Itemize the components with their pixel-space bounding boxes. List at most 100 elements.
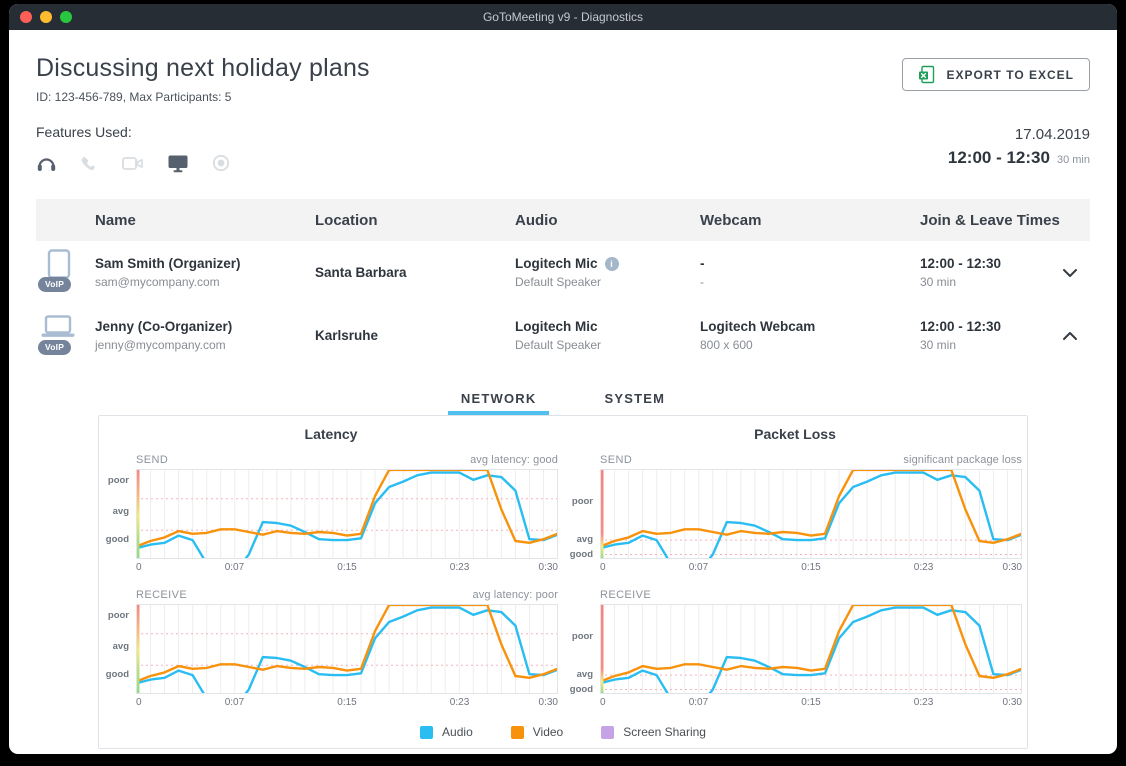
video-swatch — [510, 725, 524, 739]
packet-loss-send-chart: SEND significant package loss poor avg goo… — [563, 451, 1027, 576]
x-axis-tick-label: 0:23 — [913, 697, 934, 708]
join-duration: 30 min — [920, 275, 957, 289]
latency-receive-plot: poor avg good — [106, 604, 558, 694]
collapse-row-chevron-icon[interactable] — [1049, 331, 1090, 341]
device-cell: VoIP — [36, 248, 95, 297]
export-to-excel-button[interactable]: EXPORT TO EXCEL — [901, 58, 1090, 91]
session-date: 17.04.2019 — [1014, 126, 1090, 143]
x-axis-tick-label: 0 — [136, 562, 142, 573]
legend-item-video: Video — [510, 725, 563, 739]
session-duration: 30 min — [1056, 154, 1090, 166]
x-axis-tick-label: 0:30 — [1002, 697, 1022, 708]
x-axis-tick-label: 0:30 — [1002, 562, 1022, 573]
participant-email: sam@mycompany.com — [95, 275, 220, 289]
y-axis-label: good — [105, 669, 129, 681]
excel-file-icon — [918, 65, 936, 84]
x-axis-tick-label: 0:07 — [688, 562, 709, 573]
y-axis-label: avg — [112, 641, 129, 653]
x-axis-labels: 0 0:07 0:15 0:23 0:30 — [136, 697, 558, 711]
feature-icons — [36, 153, 230, 173]
latency-send-chart: SEND avg latency: good poor avg good 0 0:07… — [99, 451, 563, 576]
chart-direction-label: SEND — [600, 454, 633, 466]
x-axis-labels: 0 0:07 0:15 0:23 0:30 — [600, 562, 1022, 576]
x-axis-tick-label: 0:30 — [538, 562, 558, 573]
export-button-label: EXPORT TO EXCEL — [946, 67, 1074, 82]
legend-item-audio: Audio — [420, 725, 473, 739]
screen-sharing-swatch — [601, 725, 615, 739]
webcam-device: Logitech Webcam — [700, 319, 816, 334]
window-controls — [20, 11, 72, 23]
expand-row-chevron-icon[interactable] — [1049, 268, 1090, 278]
table-header-row: Name Location Audio Webcam Join & Leave … — [36, 199, 1090, 241]
audio-speaker: Default Speaker — [515, 275, 602, 289]
webcam-icon — [122, 155, 144, 172]
x-axis-tick-label: 0:23 — [913, 562, 934, 573]
packet-loss-send-plot: poor avg good — [570, 469, 1022, 560]
tab-system[interactable]: SYSTEM — [604, 391, 666, 406]
network-charts-panel: Latency SEND avg latency: good poor avg go… — [98, 415, 1028, 749]
y-axis-label: avg — [576, 669, 593, 681]
chart-annotation: significant package loss — [903, 454, 1022, 466]
diagnostics-tabs: NETWORK SYSTEM — [36, 383, 1090, 415]
join-duration: 30 min — [920, 338, 957, 352]
x-axis-tick-label: 0 — [136, 697, 142, 708]
x-axis-labels: 0 0:07 0:15 0:23 0:30 — [136, 562, 558, 576]
y-axis-label: good — [569, 548, 593, 560]
packet-loss-receive-chart: RECEIVE poor avg good 0 0:07 0:15 0:23 0:30 — [563, 586, 1027, 711]
titlebar: GoToMeeting v9 - Diagnostics — [9, 4, 1117, 30]
column-header-location: Location — [315, 211, 378, 229]
session-info: 17.04.2019 12:00 - 12:30 30 min — [948, 126, 1090, 173]
minimize-window-button[interactable] — [40, 11, 52, 23]
x-axis-tick-label: 0:30 — [538, 697, 558, 708]
x-axis-tick-label: 0:07 — [688, 697, 709, 708]
tab-network[interactable]: NETWORK — [447, 383, 550, 415]
y-axis-label: poor — [107, 474, 129, 486]
x-axis-tick-label: 0:07 — [224, 697, 245, 708]
page-title: Discussing next holiday plans — [36, 54, 370, 82]
column-header-name: Name — [95, 211, 136, 229]
chart-legend: Audio Video Screen Sharing — [99, 725, 1027, 739]
participant-location: Santa Barbara — [315, 265, 407, 280]
x-axis-tick-label: 0:07 — [224, 562, 245, 573]
y-axis-label: good — [105, 534, 129, 546]
laptop-device-icon — [40, 314, 76, 348]
latency-column: Latency SEND avg latency: good poor avg go… — [99, 426, 563, 721]
x-axis-tick-label: 0:15 — [801, 697, 821, 708]
join-leave-time: 12:00 - 12:30 — [920, 256, 1002, 271]
chart-direction-label: RECEIVE — [600, 589, 652, 601]
voip-badge: VoIP — [38, 339, 72, 355]
packet-loss-column: Packet Loss SEND significant package los… — [563, 426, 1027, 721]
x-axis-tick-label: 0 — [600, 562, 606, 573]
x-axis-tick-label: 0:15 — [337, 562, 357, 573]
chart-direction-label: SEND — [136, 454, 169, 466]
headset-icon — [36, 153, 57, 173]
phone-icon — [80, 154, 99, 173]
packet-loss-receive-plot: poor avg good — [570, 604, 1022, 695]
x-axis-tick-label: 0:23 — [449, 562, 470, 573]
latency-send-plot: poor avg good — [106, 469, 558, 559]
x-axis-tick-label: 0:15 — [337, 697, 357, 708]
x-axis-tick-label: 0:23 — [449, 697, 470, 708]
audio-device: Logitech Mic — [515, 256, 598, 271]
device-cell: VoIP — [36, 312, 95, 360]
y-axis-label: avg — [112, 506, 129, 518]
features-used-label: Features Used: — [36, 124, 132, 140]
x-axis-tick-label: 0 — [600, 697, 606, 708]
audio-speaker: Default Speaker — [515, 338, 602, 352]
info-icon[interactable]: i — [604, 256, 619, 271]
audio-device: Logitech Mic — [515, 319, 598, 334]
meeting-header: Discussing next holiday plans ID: 123-45… — [36, 54, 370, 104]
legend-item-screen-sharing: Screen Sharing — [601, 725, 706, 739]
close-window-button[interactable] — [20, 11, 32, 23]
table-row: VoIP Sam Smith (Organizer) sam@mycompany… — [36, 241, 1090, 304]
y-axis-label: poor — [571, 631, 593, 643]
column-header-audio: Audio — [515, 211, 558, 229]
session-time-range: 12:00 - 12:30 30 min — [947, 148, 1090, 167]
maximize-window-button[interactable] — [60, 11, 72, 23]
y-axis-label: good — [569, 683, 593, 695]
column-header-webcam: Webcam — [700, 211, 762, 229]
voip-badge: VoIP — [38, 276, 72, 292]
column-header-join-leave: Join & Leave Times — [920, 211, 1060, 229]
recording-icon — [212, 154, 230, 172]
